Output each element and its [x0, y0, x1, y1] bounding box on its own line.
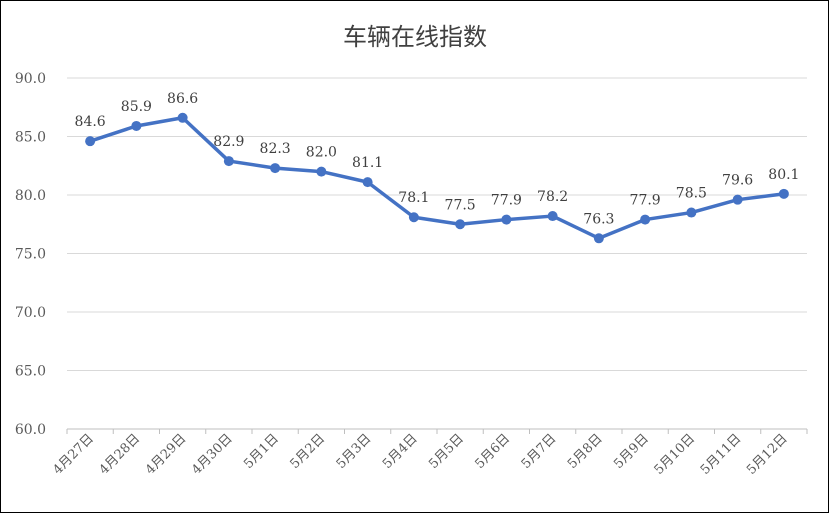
x-tick-label: 5月9日	[611, 431, 652, 472]
series-layer	[85, 112, 789, 244]
y-tick-label: 80.0	[15, 188, 46, 204]
data-point	[455, 219, 466, 230]
x-tick-label: 5月1日	[241, 431, 282, 472]
data-point	[177, 112, 188, 123]
x-tick-label: 4月30日	[189, 431, 236, 478]
data-label: 78.5	[676, 186, 707, 202]
x-tick-label: 4月28日	[97, 431, 144, 478]
x-tick-label: 5月3日	[334, 431, 375, 472]
data-label: 84.6	[75, 114, 106, 130]
data-label: 78.1	[398, 190, 429, 206]
x-tick-label: 4月27日	[50, 431, 97, 478]
data-point	[778, 188, 789, 199]
data-label: 76.3	[583, 211, 614, 227]
data-point	[85, 136, 96, 147]
y-tick-label: 70.0	[15, 305, 46, 321]
x-tick-label: 5月4日	[380, 431, 421, 472]
grid-layer	[67, 77, 807, 371]
data-label: 81.1	[352, 155, 383, 171]
label-layer: 84.6 85.9 86.6 82.9 82.3 82.0 81.1 78.1 77.5 77.9…	[75, 91, 800, 228]
data-point	[732, 194, 743, 205]
data-label: 77.5	[445, 197, 476, 213]
data-point	[362, 177, 373, 188]
data-label: 82.0	[306, 145, 337, 161]
x-tick-label: 5月8日	[565, 431, 606, 472]
data-point	[316, 166, 327, 177]
x-tick-label: 5月5日	[426, 431, 467, 472]
x-tick-label: 5月2日	[288, 431, 329, 472]
data-label: 77.9	[630, 193, 661, 209]
x-tick-label: 5月6日	[473, 431, 514, 472]
data-point	[270, 163, 281, 174]
data-point	[223, 156, 234, 167]
data-point	[408, 212, 419, 223]
x-tick-label: 5月12日	[744, 431, 791, 478]
y-tick-label: 75.0	[15, 247, 46, 263]
x-tick-label: 5月7日	[519, 431, 560, 472]
data-label: 79.6	[722, 173, 753, 189]
x-tick-label: 5月11日	[698, 431, 745, 478]
series-line	[88, 116, 786, 241]
data-point	[501, 214, 512, 225]
data-label: 82.9	[213, 134, 244, 150]
data-point	[131, 120, 142, 131]
data-label: 80.1	[768, 167, 799, 183]
data-point	[593, 233, 604, 244]
data-point	[547, 211, 558, 222]
data-label: 82.3	[260, 141, 291, 157]
data-label: 85.9	[121, 99, 152, 115]
y-tick-label: 60.0	[15, 422, 46, 438]
data-label: 78.2	[537, 189, 568, 205]
y-tick-label: 65.0	[15, 364, 46, 380]
data-label: 77.9	[491, 193, 522, 209]
y-tick-label: 90.0	[15, 71, 46, 87]
x-tick-label: 5月10日	[652, 431, 699, 478]
chart-title: 车辆在线指数	[343, 23, 487, 51]
x-tick-label: 4月29日	[143, 431, 190, 478]
data-point	[686, 207, 697, 218]
data-label: 86.6	[167, 91, 198, 107]
y-tick-label: 85.0	[15, 130, 46, 146]
data-point	[640, 214, 651, 225]
